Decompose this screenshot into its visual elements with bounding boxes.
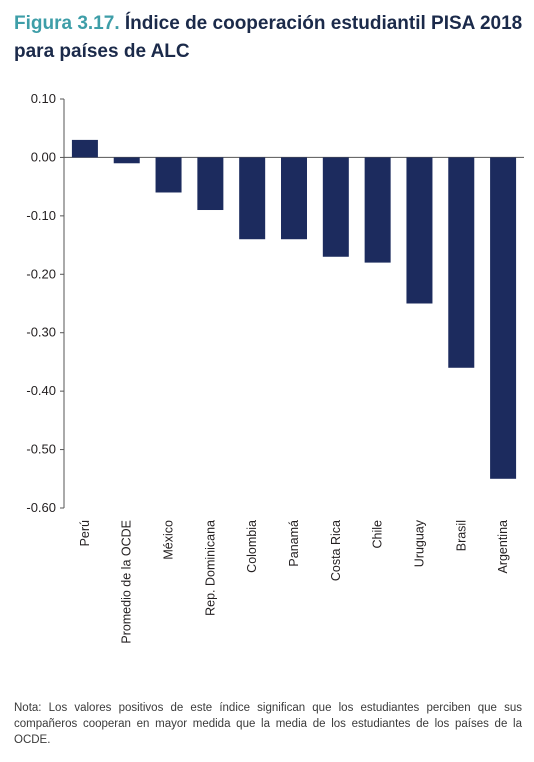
figure-title-text: Índice de cooperación estudiantil PISA 2… xyxy=(14,13,523,62)
bar-chart: 0.10 0.00 -0.10 -0.20 -0.30 -0.40 -0.50 -0.60 Pe… xyxy=(26,91,524,644)
bar xyxy=(490,157,517,479)
y-tick-label: 0.00 xyxy=(31,149,56,164)
x-tick-label: Rep. Dominicana xyxy=(203,520,217,616)
x-tick-label: Costa Rica xyxy=(329,520,343,581)
chart-note: Nota: Los valores positivos de este índi… xyxy=(14,702,522,746)
bar xyxy=(113,157,140,164)
bar xyxy=(239,157,266,240)
x-tick-label: Panamá xyxy=(287,520,301,567)
y-tick-label: -0.60 xyxy=(26,500,56,515)
bar xyxy=(406,157,433,304)
x-tick-label: Chile xyxy=(371,520,385,549)
figure-title: Figura 3.17. Índice de cooperación estud… xyxy=(14,10,524,66)
x-tick-label: Perú xyxy=(78,520,92,546)
x-tick-label: Brasil xyxy=(454,520,468,551)
y-tick-label: -0.20 xyxy=(26,266,56,281)
bar xyxy=(197,157,224,211)
y-tick-label: -0.40 xyxy=(26,383,56,398)
figure-label: Figura 3.17. xyxy=(14,13,120,34)
y-tick-label: -0.30 xyxy=(26,325,56,340)
y-tick-label: 0.10 xyxy=(31,91,56,106)
bar xyxy=(448,157,475,368)
y-tick-label: -0.10 xyxy=(26,208,56,223)
bar xyxy=(155,157,182,193)
bar xyxy=(322,157,349,257)
bar xyxy=(71,139,98,158)
x-tick-label: Colombia xyxy=(245,520,259,573)
x-tick-label: Argentina xyxy=(496,520,510,574)
x-tick-label: Promedio de la OCDE xyxy=(120,520,134,644)
bar xyxy=(364,157,391,263)
x-tick-label: Uruguay xyxy=(412,519,426,567)
bar xyxy=(281,157,307,240)
y-tick-label: -0.50 xyxy=(26,442,56,457)
x-tick-label: México xyxy=(162,520,176,560)
